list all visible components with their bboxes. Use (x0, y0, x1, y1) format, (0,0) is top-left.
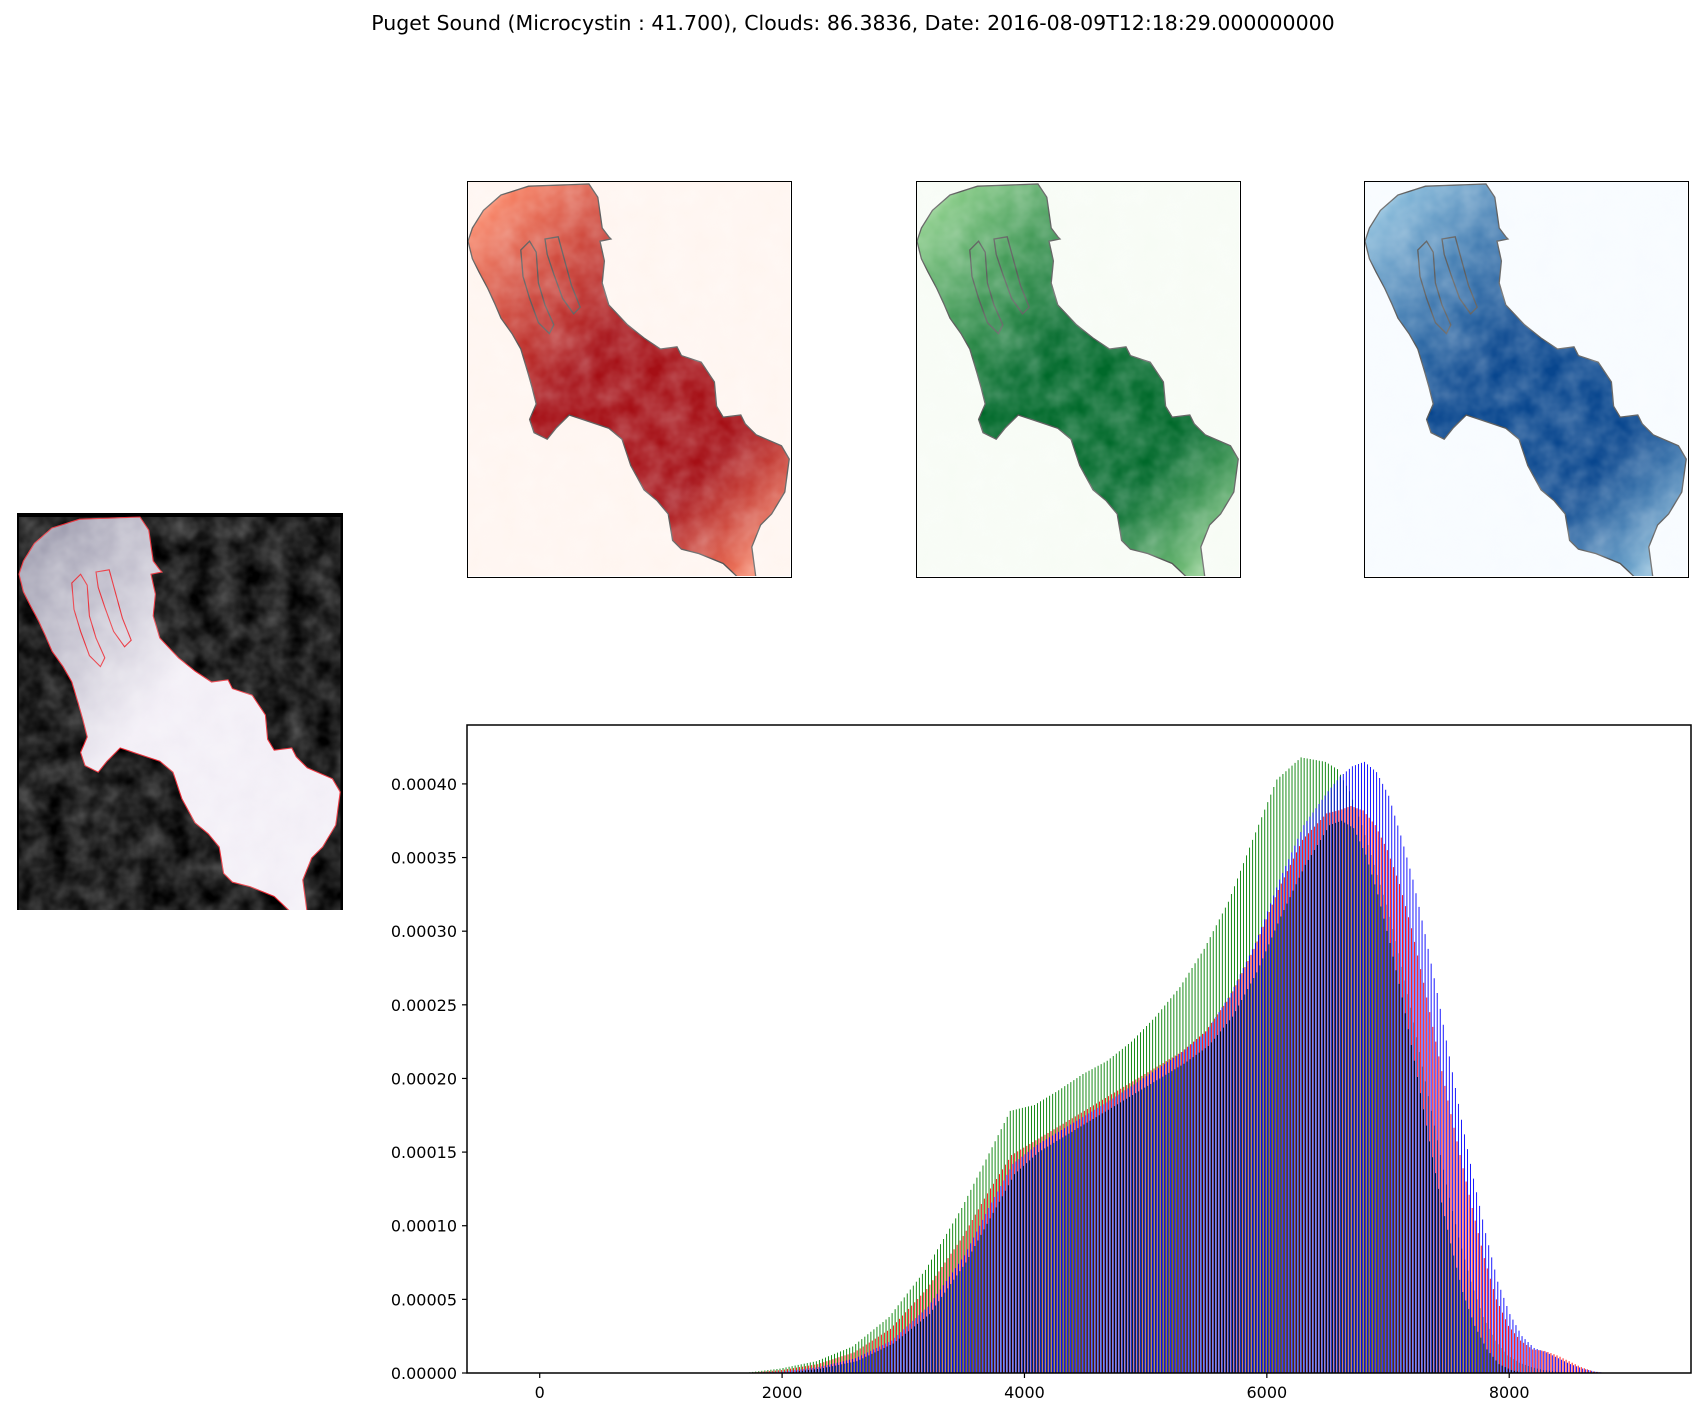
green-band-thumbnail (916, 181, 1241, 578)
x-tick-label: 4000 (1004, 1383, 1045, 1402)
y-tick-label: 0.00000 (391, 1364, 457, 1383)
y-tick-label: 0.00025 (391, 996, 457, 1015)
y-tick-label: 0.00005 (391, 1290, 457, 1309)
x-tick-label: 2000 (762, 1383, 803, 1402)
y-tick-label: 0.00020 (391, 1069, 457, 1088)
y-tick-label: 0.00040 (391, 775, 457, 794)
blue-band-thumbnail (1364, 181, 1689, 578)
plot-frame (466, 724, 1692, 1374)
true-color-thumbnail (17, 513, 343, 910)
red-band-thumbnail (467, 181, 792, 578)
y-tick-label: 0.00030 (391, 922, 457, 941)
y-tick-label: 0.00015 (391, 1143, 457, 1162)
x-tick-label: 6000 (1246, 1383, 1287, 1402)
y-tick-label: 0.00035 (391, 849, 457, 868)
x-tick-label: 0 (535, 1383, 545, 1402)
x-tick-label: 8000 (1489, 1383, 1530, 1402)
figure-title: Puget Sound (Microcystin : 41.700), Clou… (371, 11, 1335, 35)
y-tick-label: 0.00010 (391, 1217, 457, 1236)
